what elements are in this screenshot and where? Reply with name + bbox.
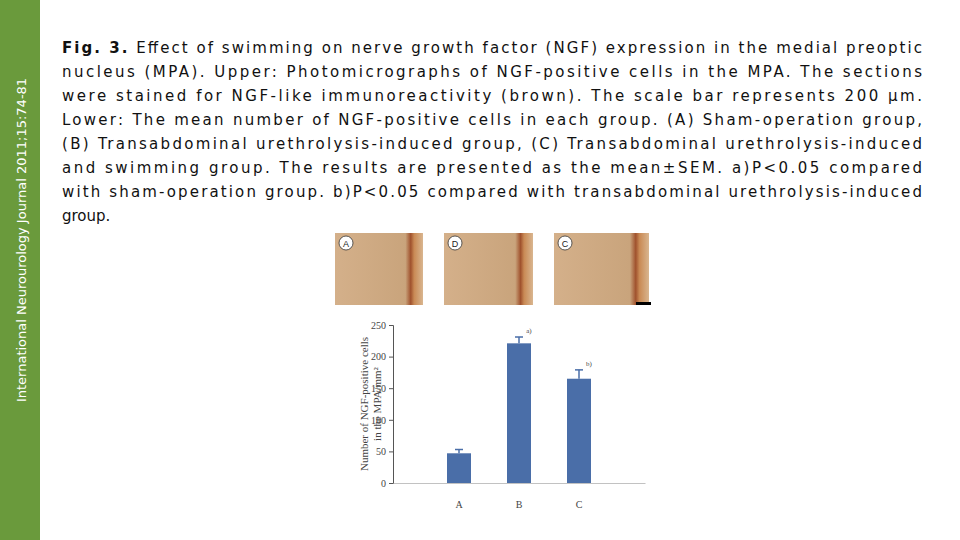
- y-tick-mark: [389, 357, 393, 358]
- y-axis-title-line: Number of NGF-positive cells: [358, 337, 370, 471]
- panel-badge: [558, 236, 572, 250]
- bar: [567, 379, 591, 483]
- caption-line: (B) Transabdominal urethrolysis-induced …: [62, 135, 922, 153]
- y-tick-label: 0: [381, 478, 386, 489]
- annotation: b): [586, 360, 593, 368]
- error-cap: [575, 369, 583, 371]
- error-stem: [518, 337, 520, 343]
- caption-line: Fig. 3. Effect of swimming on nerve grow…: [62, 39, 922, 57]
- y-tick: 200: [371, 351, 393, 362]
- error-cap: [515, 336, 523, 338]
- photo: [444, 233, 533, 305]
- y-tick: 50: [376, 446, 393, 457]
- caption-line: group.: [62, 207, 110, 225]
- error-stem: [578, 370, 580, 379]
- sidebar-text: International Neurourology Journal 2011;…: [14, 78, 29, 402]
- photo-panel: C: [554, 233, 649, 305]
- panel-badge: [339, 236, 353, 250]
- panel-label: D: [452, 239, 459, 249]
- y-axis-title-line: in the MPA/mm²: [371, 366, 383, 440]
- photo: [554, 233, 649, 305]
- bar: [447, 453, 471, 483]
- panel-label: C: [562, 239, 569, 249]
- caption-line: were stained for NGF-like immunoreactivi…: [62, 87, 922, 105]
- plot-area: [447, 337, 591, 483]
- x-axis-line: [394, 483, 646, 484]
- y-tick-mark: [389, 420, 393, 421]
- caption: Fig. 3. Effect of swimming on nerve grow…: [62, 39, 922, 225]
- y-axis: 050100150200250: [371, 320, 394, 489]
- y-tick: 250: [371, 320, 393, 331]
- caption-line: with sham-operation group. b)P<0.05 comp…: [62, 183, 922, 201]
- y-tick: 0: [381, 478, 393, 489]
- x-tick: B: [516, 483, 523, 510]
- bar: [507, 343, 531, 483]
- y-tick-mark: [389, 388, 393, 389]
- photo: [335, 233, 423, 305]
- scale-bar: [636, 302, 651, 305]
- slide: International Neurourology Journal 2011;…: [0, 0, 960, 540]
- sidebar: [0, 0, 40, 540]
- x-tick-label: B: [516, 499, 523, 510]
- error-bar: [455, 450, 463, 454]
- x-tick-label: A: [455, 499, 463, 510]
- caption-text: Effect of swimming on nerve growth facto…: [129, 39, 922, 57]
- error-bar: [575, 370, 583, 379]
- panel-label: A: [343, 239, 349, 249]
- y-tick-label: 50: [376, 446, 386, 457]
- x-tick-label: C: [576, 499, 583, 510]
- y-tick-mark: [389, 325, 393, 326]
- photo-panel: A: [335, 233, 423, 305]
- annotation: a): [526, 327, 532, 335]
- x-tick: C: [576, 483, 583, 510]
- caption-line: Lower: The mean number of NGF-positive c…: [62, 111, 922, 129]
- y-tick-label: 250: [371, 320, 386, 331]
- y-tick-label: 200: [371, 351, 386, 362]
- x-axis: A B C: [394, 483, 646, 510]
- annotations: a) b): [526, 327, 592, 368]
- photo-panel: D: [444, 233, 533, 305]
- y-tick-mark: [389, 483, 393, 484]
- caption-line: nucleus (MPA). Upper: Photomicrographs o…: [62, 63, 922, 81]
- error-cap: [455, 449, 463, 451]
- y-axis-title: Number of NGF-positive cellsin the MPA/m…: [358, 337, 383, 471]
- error-bar: [515, 337, 523, 343]
- y-axis-line: [389, 326, 394, 484]
- figure-label: Fig. 3.: [62, 39, 127, 57]
- panel-badge: [448, 236, 462, 250]
- x-tick: A: [455, 483, 463, 510]
- y-tick-mark: [389, 451, 393, 452]
- caption-line: and swimming group. The results are pres…: [62, 159, 922, 177]
